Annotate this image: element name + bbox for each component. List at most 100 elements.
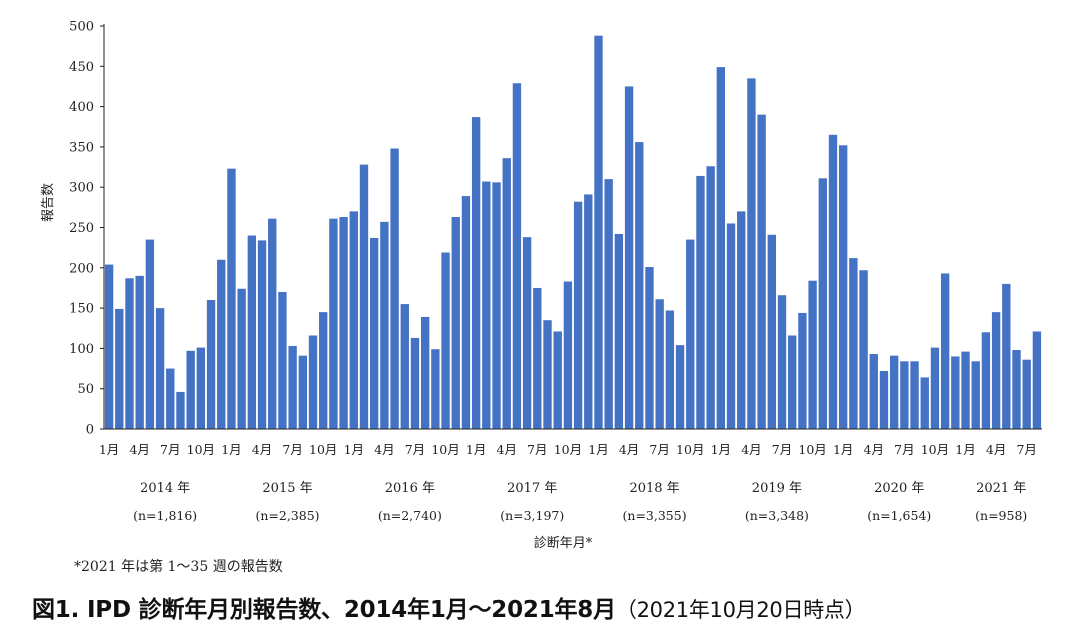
y-tick-label: 150: [69, 302, 94, 317]
year-count-label: (n=1,816): [133, 508, 197, 523]
bar-49: [604, 179, 613, 429]
bar-56: [675, 345, 685, 429]
bar-66: [777, 295, 787, 429]
bar-21: [319, 312, 328, 429]
bar-28: [390, 148, 399, 429]
y-tick-label: 0: [86, 423, 94, 438]
bar-39: [502, 158, 511, 429]
bar-31: [420, 316, 430, 429]
bar-9: [196, 347, 206, 429]
bar-90: [1022, 359, 1031, 429]
bar-36: [471, 117, 481, 429]
y-axis: 0 50 100 150 200 250 300 350 400 450 500: [69, 20, 105, 438]
year-label: 2021 年: [976, 481, 1026, 496]
bar-25: [359, 164, 369, 429]
y-tick-label: 200: [69, 261, 94, 276]
year-labels: 2014 年 (n=1,816) 2015 年 (n=2,385) 2016 年 (n=2…: [133, 481, 1027, 523]
bar-3: [135, 275, 144, 429]
bar-65: [767, 234, 776, 429]
bar-32: [431, 349, 440, 429]
bar-41: [522, 237, 532, 429]
bar-75: [869, 354, 878, 429]
bar-59: [706, 166, 715, 430]
bar-58: [696, 175, 705, 429]
bar-60: [716, 67, 726, 430]
x-tick-label: 10月: [187, 442, 215, 457]
x-tick-label: 1月: [955, 442, 975, 457]
y-tick-label: 300: [69, 181, 94, 196]
x-tick-label: 10月: [554, 442, 582, 457]
x-tick-label: 7月: [405, 442, 425, 457]
bar-81: [930, 347, 940, 429]
x-axis: 1月 4月 7月 10月 1月 4月 7月 10月 1月 4月 7月 10月 1月 4月 7月 10月 1月 4月…: [99, 428, 1042, 457]
bar-64: [757, 114, 766, 429]
year-count-label: (n=958): [975, 508, 1027, 523]
y-tick-label: 50: [77, 382, 94, 397]
bar-22: [329, 218, 338, 429]
x-tick-label: 10月: [798, 442, 826, 457]
year-count-label: (n=2,385): [255, 508, 319, 523]
bar-24: [349, 211, 358, 429]
x-tick-label: 10月: [431, 442, 459, 457]
y-tick-label: 500: [69, 20, 94, 35]
x-axis-title: 診断年月*: [534, 535, 593, 551]
bar-77: [889, 355, 899, 429]
bar-38: [492, 182, 501, 429]
bar-33: [441, 252, 450, 429]
bar-69: [808, 280, 817, 429]
bar-86: [981, 332, 991, 429]
x-tick-label: 4月: [497, 442, 517, 457]
y-tick-label: 350: [69, 140, 94, 155]
x-tick-label: 4月: [619, 442, 639, 457]
year-count-label: (n=3,355): [623, 508, 687, 523]
bar-34: [451, 217, 460, 429]
bar-71: [828, 134, 838, 429]
bar-87: [991, 312, 1001, 429]
bar-48: [594, 35, 603, 430]
bar-88: [1002, 283, 1011, 429]
x-tick-label: 1月: [711, 442, 731, 457]
bar-82: [940, 273, 950, 429]
bar-15: [257, 240, 267, 429]
x-tick-label: 7月: [894, 442, 914, 457]
year-label: 2016 年: [385, 481, 435, 496]
year-label: 2017 年: [507, 481, 557, 496]
x-tick-label: 1月: [588, 442, 608, 457]
bar-63: [747, 78, 756, 429]
bar-54: [655, 299, 664, 429]
bar-44: [553, 331, 562, 429]
bar-17: [278, 291, 287, 429]
y-tick-label: 400: [69, 100, 94, 115]
bar-53: [645, 266, 654, 429]
bar-12: [227, 168, 236, 429]
x-tick-label: 4月: [864, 442, 884, 457]
bar-47: [584, 194, 593, 429]
bar-55: [665, 310, 675, 429]
year-label: 2015 年: [262, 481, 312, 496]
bar-2: [125, 278, 134, 429]
bar-85: [971, 361, 980, 429]
x-tick-label: 1月: [466, 442, 486, 457]
x-tick-label: 7月: [282, 442, 302, 457]
bar-72: [839, 145, 848, 430]
x-tick-label: 1月: [344, 442, 364, 457]
x-tick-label: 1月: [833, 442, 853, 457]
bar-80: [920, 377, 929, 429]
bar-61: [726, 223, 736, 429]
bar-89: [1012, 350, 1021, 429]
bar-91: [1032, 331, 1042, 429]
x-tick-label: 4月: [374, 442, 394, 457]
bar-23: [339, 217, 348, 429]
bar-83: [951, 356, 960, 429]
bar-73: [849, 258, 858, 429]
bar-51: [624, 86, 634, 429]
bar-57: [686, 239, 695, 429]
year-count-label: (n=3,197): [500, 508, 564, 523]
bar-68: [798, 312, 807, 429]
bar-16: [268, 218, 277, 429]
bar-79: [910, 361, 919, 429]
caption-date: （2021年10月20日時点）: [615, 598, 866, 622]
x-tick-label: 7月: [1016, 442, 1036, 457]
bar-14: [247, 235, 257, 429]
bar-62: [737, 211, 746, 429]
